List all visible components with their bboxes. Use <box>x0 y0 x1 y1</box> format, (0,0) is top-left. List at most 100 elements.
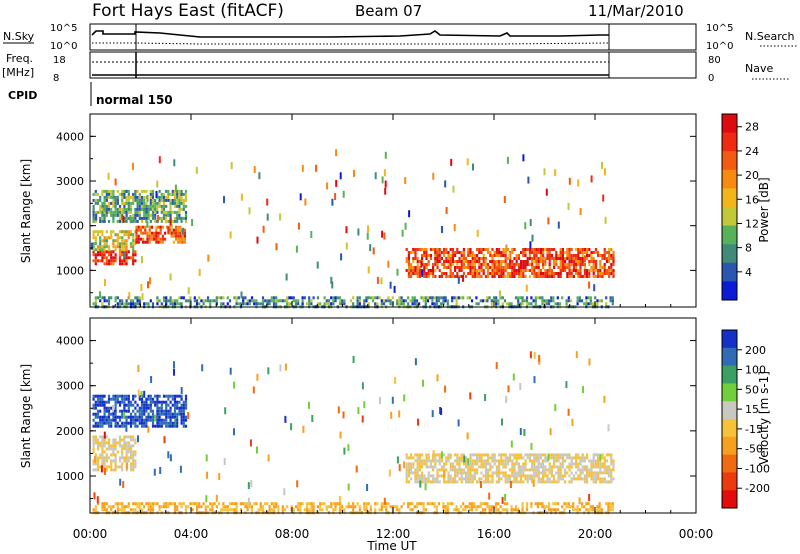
echo-cell <box>445 468 448 472</box>
echo-cell <box>443 470 446 478</box>
echo-cell <box>107 400 111 404</box>
echo-cell <box>514 296 518 300</box>
echo-cell <box>429 459 432 463</box>
echo-cell <box>603 456 606 460</box>
echo-cell <box>447 257 450 260</box>
echo-cell <box>491 459 494 463</box>
echo-cell <box>557 456 560 460</box>
echo-cell <box>590 474 593 478</box>
echo-cell <box>261 296 265 300</box>
echo-cell <box>112 450 115 454</box>
echo-cell <box>99 248 102 252</box>
echo-cell <box>493 272 496 275</box>
echo-cell <box>116 465 119 469</box>
echo-cell <box>561 459 564 463</box>
echo-cell <box>101 462 104 466</box>
echo-cell <box>603 248 606 251</box>
echo-cell <box>121 198 124 202</box>
echo-cell <box>471 453 474 457</box>
echo-cell <box>94 421 97 425</box>
echo-cell <box>590 477 593 481</box>
echo-cell <box>176 219 179 223</box>
echo-cell <box>454 453 457 457</box>
echo-cell <box>599 266 602 269</box>
echo-cell <box>160 195 163 199</box>
echo-cell <box>607 508 610 512</box>
echo-cell <box>121 508 124 512</box>
echo-cell <box>160 210 163 214</box>
echo-cell <box>488 508 491 512</box>
echo-cell <box>468 505 471 509</box>
echo-cell <box>458 275 461 278</box>
echo-cell <box>256 446 258 454</box>
echo-cell <box>96 444 100 448</box>
echo-cell <box>101 192 104 196</box>
echo-cell <box>517 299 520 303</box>
echo-cell <box>191 502 194 506</box>
echo-cell <box>101 418 104 422</box>
echo-cell <box>147 406 150 410</box>
echo-cell <box>275 296 278 300</box>
echo-cell <box>520 272 523 275</box>
echo-cell <box>469 462 472 466</box>
echo-cell <box>301 296 304 300</box>
echo-cell <box>94 230 97 234</box>
echo-cell <box>154 201 157 205</box>
echo-cell <box>567 299 570 303</box>
echo-cell <box>114 201 117 205</box>
echo-cell <box>99 397 102 401</box>
echo-cell <box>383 169 386 177</box>
echo-cell <box>310 231 313 238</box>
echo-cell <box>112 459 115 463</box>
echo-cell <box>110 189 113 193</box>
echo-cell <box>446 299 449 303</box>
echo-cell <box>112 239 115 243</box>
echo-cell <box>132 468 135 472</box>
echo-cell <box>597 269 600 272</box>
echo-cell <box>608 248 611 251</box>
echo-cell <box>553 465 556 469</box>
echo-cell <box>534 502 537 506</box>
echo-cell <box>217 296 221 300</box>
echo-cell <box>112 444 115 448</box>
echo-cell <box>125 256 128 260</box>
echo-cell <box>469 456 472 460</box>
echo-cell <box>353 169 355 177</box>
echo-cell <box>358 302 361 306</box>
echo-cell <box>539 269 542 272</box>
echo-cell <box>530 302 533 306</box>
echo-cell <box>539 453 542 457</box>
echo-cell <box>458 260 461 263</box>
echo-cell <box>576 296 579 300</box>
echo-cell <box>509 263 512 266</box>
echo-cell <box>110 250 113 254</box>
colorbar-tick-label: 4 <box>745 266 752 279</box>
echo-cell <box>583 477 586 481</box>
echo-cell <box>524 459 527 463</box>
echo-cell <box>525 508 529 512</box>
echo-cell <box>121 239 124 243</box>
echo-cell <box>501 296 504 300</box>
echo-cell <box>338 302 342 306</box>
echo-cell <box>462 477 465 481</box>
echo-cell <box>489 474 492 478</box>
freq-tick-bottom: 8 <box>53 73 59 84</box>
echo-cell <box>179 225 182 229</box>
echo-cell <box>575 266 578 269</box>
echo-cell <box>500 456 503 460</box>
echo-cell <box>146 240 149 244</box>
echo-cell <box>147 415 150 419</box>
echo-cell <box>445 257 448 260</box>
echo-cell <box>129 256 133 260</box>
echo-cell <box>575 272 578 275</box>
power-colorbar-label: Power [dB] <box>757 177 771 242</box>
echo-cell <box>534 302 537 306</box>
echo-cell <box>484 474 487 478</box>
echo-cell <box>396 508 399 512</box>
echo-cell <box>405 248 408 251</box>
echo-cell <box>522 465 525 469</box>
echo-cell <box>445 459 448 463</box>
echo-cell <box>504 275 507 278</box>
echo-cell <box>277 508 280 512</box>
echo-cell <box>475 505 478 509</box>
